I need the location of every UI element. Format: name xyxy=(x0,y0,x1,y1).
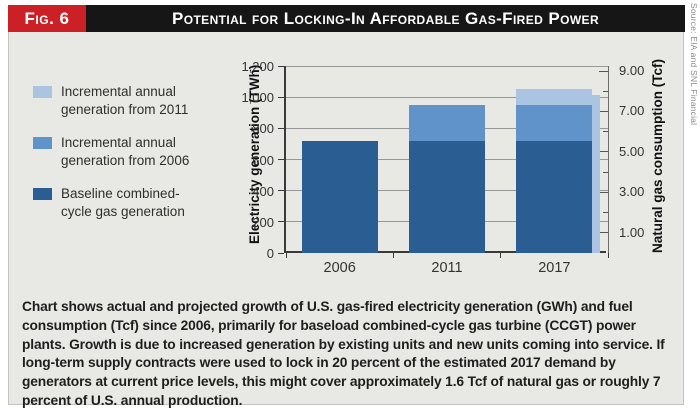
bar-segment-2017-inc2011 xyxy=(516,89,593,105)
left-axis-tick-label: 0 xyxy=(266,246,274,261)
left-axis-tick xyxy=(278,96,284,98)
right-axis-tick xyxy=(599,151,608,153)
legend-swatch-icon xyxy=(33,188,52,200)
left-axis-tick-label: 1,200 xyxy=(241,59,274,74)
left-axis-tick-label: 600 xyxy=(252,152,274,168)
chart-legend: Incremental annual generation from 2011 I… xyxy=(33,83,195,220)
legend-item: Incremental annual generation from 2011 xyxy=(33,83,195,118)
legend-label: Incremental annual generation from 2011 xyxy=(61,84,189,117)
left-axis-tick xyxy=(278,159,284,160)
left-axis-tick-label: 400 xyxy=(252,183,274,199)
right-axis-tick-label: 1.00 xyxy=(619,224,645,240)
bar-segment-2011-inc2006 xyxy=(409,104,485,141)
right-axis-tick xyxy=(599,70,608,72)
right-axis-tick xyxy=(603,212,608,214)
left-axis-tick xyxy=(278,65,284,67)
x-axis-category-label: 2017 xyxy=(538,260,571,276)
bar-segment-2017-inc2006 xyxy=(516,104,593,141)
plot-area: 0 200 400 600 800 1,000 1,200 1.00 3.00 5.00 7.00 9… xyxy=(241,59,644,276)
bar-segment-2017-baseline xyxy=(516,140,593,253)
legend-swatch-icon xyxy=(33,137,52,149)
right-axis-tick-label: 3.00 xyxy=(619,184,645,200)
right-axis-tick-label: 9.00 xyxy=(619,63,645,79)
right-axis-tick xyxy=(603,131,608,133)
left-axis-tick xyxy=(278,127,284,129)
bar-segment-2006-baseline xyxy=(301,140,378,253)
legend-item: Baseline combined-cycle gas generation xyxy=(33,185,195,220)
legend-label: Incremental annual generation from 2006 xyxy=(61,135,190,168)
right-axis-tick xyxy=(599,191,608,193)
legend-swatch-icon xyxy=(33,86,52,98)
x-axis-tick xyxy=(607,253,609,258)
right-axis-tick xyxy=(603,90,608,92)
figure-header: Fig. 6 Potential for Locking-In Affordab… xyxy=(8,5,685,32)
legend-item: Incremental annual generation from 2006 xyxy=(33,134,195,169)
right-axis-line xyxy=(608,66,609,253)
bar-segment-2011-baseline xyxy=(409,140,485,253)
right-axis-title: Natural gas consumption (Tcf) xyxy=(650,59,665,254)
left-axis-tick xyxy=(278,221,284,223)
right-axis-tick xyxy=(599,232,608,234)
x-axis-tick xyxy=(392,253,394,258)
x-axis-tick xyxy=(285,253,287,258)
x-axis-category-label: 2006 xyxy=(323,260,356,276)
right-axis-tick xyxy=(603,171,608,173)
x-axis-tick xyxy=(500,253,502,258)
left-axis-tick-label: 1,000 xyxy=(241,90,274,106)
right-axis-tick xyxy=(599,110,608,112)
gridline xyxy=(286,65,608,67)
left-axis-tick-label: 200 xyxy=(252,214,274,230)
right-axis-tick-label: 7.00 xyxy=(619,103,645,119)
figure-caption: Chart shows actual and projected growth … xyxy=(22,299,665,408)
figure-title: Potential for Locking-In Affordable Gas-… xyxy=(86,5,685,32)
source-note: Source: EIA and SNL Financial xyxy=(689,3,699,126)
figure-panel: Fig. 6 Potential for Locking-In Affordab… xyxy=(8,5,685,408)
left-axis-tick-label: 800 xyxy=(252,121,274,137)
gridline xyxy=(286,96,608,98)
left-axis-tick xyxy=(278,252,284,254)
gas-consumption-strip xyxy=(590,95,601,253)
legend-label: Baseline combined-cycle gas generation xyxy=(61,186,185,219)
x-axis-category-label: 2011 xyxy=(431,260,463,276)
left-axis-tick xyxy=(278,190,284,192)
figure-number: Fig. 6 xyxy=(8,5,86,32)
right-axis-tick-label: 5.00 xyxy=(619,143,645,159)
